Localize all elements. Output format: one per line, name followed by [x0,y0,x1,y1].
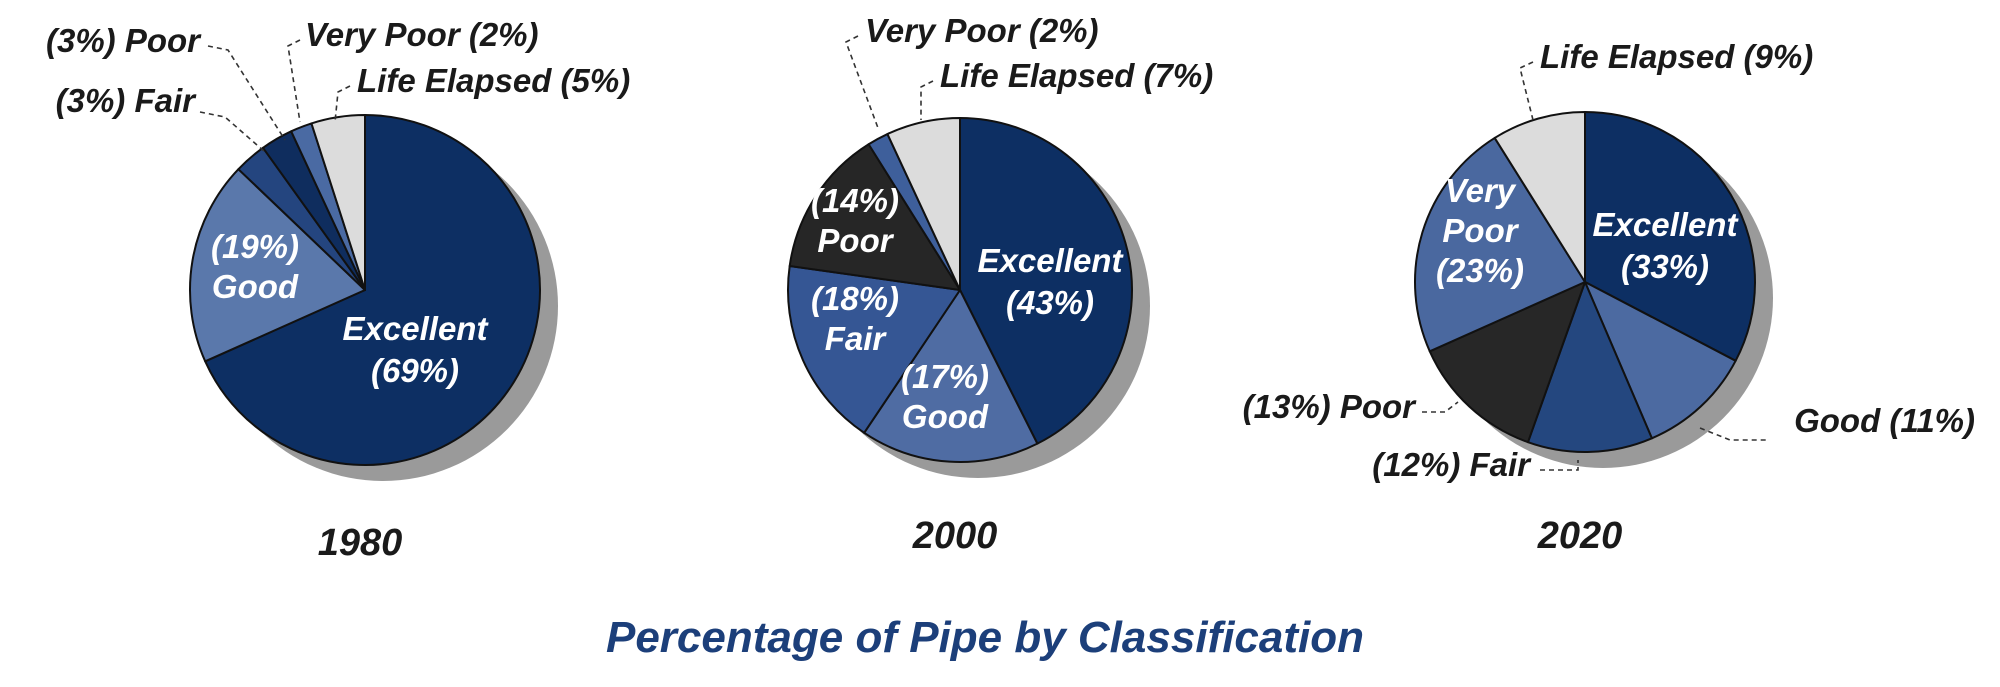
slice-label-line: (43%) [1006,284,1094,321]
slice-label-line: Good [212,268,299,305]
slice-label-line: (19%) [211,228,299,265]
slice-label-2000-fair: (18%) Fair [811,280,899,357]
slice-label-line: Very [1445,172,1517,209]
slice-label-line: Poor [1442,212,1519,249]
slice-label-line: Poor [817,222,894,259]
year-labels: 1980 2000 2020 [318,515,1623,564]
pie-slice-1980-excellent [204,114,541,466]
pie-slice-1980-good [189,168,366,363]
slice-label-1980-poor: (3%) Poor [46,22,202,59]
year-label-2020: 2020 [1537,515,1623,557]
pie-slice-1980-life-elapsed [310,114,366,291]
slice-label-2000-life-elapsed: Life Elapsed (7%) [940,57,1213,94]
slice-label-line: (13%) Poor [1243,388,1418,425]
slice-label-1980-very-poor: Very Poor (2%) [305,16,539,53]
slice-label-line: Good [902,398,989,435]
leader-line-2020-good [1699,427,1768,441]
leader-line-1980-fair [199,111,266,153]
slice-label-line: (33%) [1621,248,1709,285]
figure-title: Percentage of Pipe by Classification [606,613,1364,662]
slice-label-line: Excellent [978,242,1125,279]
slice-label-2020-very-poor: Very Poor (23%) [1436,172,1524,289]
slice-label-1980-good: (19%) Good [211,228,299,305]
slice-label-line: (18%) [811,280,899,317]
leader-line-2000-very-poor [844,35,879,129]
year-label-2000: 2000 [912,515,998,557]
slice-label-line: Very Poor (2%) [305,16,539,53]
slice-label-line: (69%) [371,352,459,389]
slice-label-2020-excellent: Excellent (33%) [1593,206,1740,285]
pie-slice-2020-excellent [1584,111,1756,362]
slice-labels: Excellent (69%)(19%) Good(3%) Fair(3%) Poo… [46,12,1975,483]
slice-label-2020-poor: (13%) Poor [1243,388,1418,425]
pie-slice-2020-life-elapsed [1493,111,1586,283]
slice-label-2000-very-poor: Very Poor (2%) [865,12,1099,49]
slice-label-2020-fair: (12%) Fair [1372,446,1532,483]
leader-line-2000-life-elapsed [920,80,934,120]
pie-wedges [189,111,1756,466]
slice-label-line: Good (11%) [1794,402,1975,439]
slice-label-line: Life Elapsed (7%) [940,57,1213,94]
pie-slice-2000-life-elapsed [886,117,961,291]
slice-label-line: Fair [825,320,888,357]
pie-slice-2020-good [1584,281,1737,440]
leader-line-1980-poor [207,45,286,141]
slice-label-line: Very Poor (2%) [865,12,1099,49]
pie-slice-2000-excellent [959,117,1133,445]
slice-label-2020-good: Good (11%) [1794,402,1975,439]
leader-line-2020-life-elapsed [1519,61,1534,121]
slice-label-line: (14%) [811,182,899,219]
pie-slice-2000-good [863,289,1039,463]
leader-line-2020-fair [1540,460,1579,471]
slice-label-1980-excellent: Excellent (69%) [343,310,490,389]
slice-label-line: Life Elapsed (9%) [1540,38,1813,75]
slice-label-2000-excellent: Excellent (43%) [978,242,1125,321]
pie-slice-2020-poor [1428,281,1586,444]
slice-label-line: (12%) Fair [1372,446,1532,483]
pie-slice-2020-very-poor [1414,136,1586,353]
leader-line-1980-very-poor [287,39,301,123]
label-leader-lines [199,35,1768,471]
slice-label-2000-poor: (14%) Poor [811,182,899,259]
leader-line-1980-life-elapsed [334,85,351,123]
pie-slice-2020-fair [1526,281,1653,453]
slice-label-line: Excellent [1593,206,1740,243]
slice-label-1980-life-elapsed: Life Elapsed (5%) [357,62,630,99]
slice-label-line: (17%) [901,358,989,395]
pie-slice-2000-fair [787,265,961,434]
slice-label-2000-good: (17%) Good [901,358,989,435]
pie-slice-2000-poor [788,143,961,291]
slice-label-line: Life Elapsed (5%) [357,62,630,99]
year-label-1980: 1980 [318,522,403,564]
slice-label-line: (23%) [1436,252,1524,289]
slice-label-line: (3%) Poor [46,22,202,59]
slice-label-line: (3%) Fair [56,82,198,119]
leader-line-2020-poor [1422,401,1459,413]
slice-label-2020-life-elapsed: Life Elapsed (9%) [1540,38,1813,75]
slice-label-line: Excellent [343,310,490,347]
slice-label-1980-fair: (3%) Fair [56,82,198,119]
